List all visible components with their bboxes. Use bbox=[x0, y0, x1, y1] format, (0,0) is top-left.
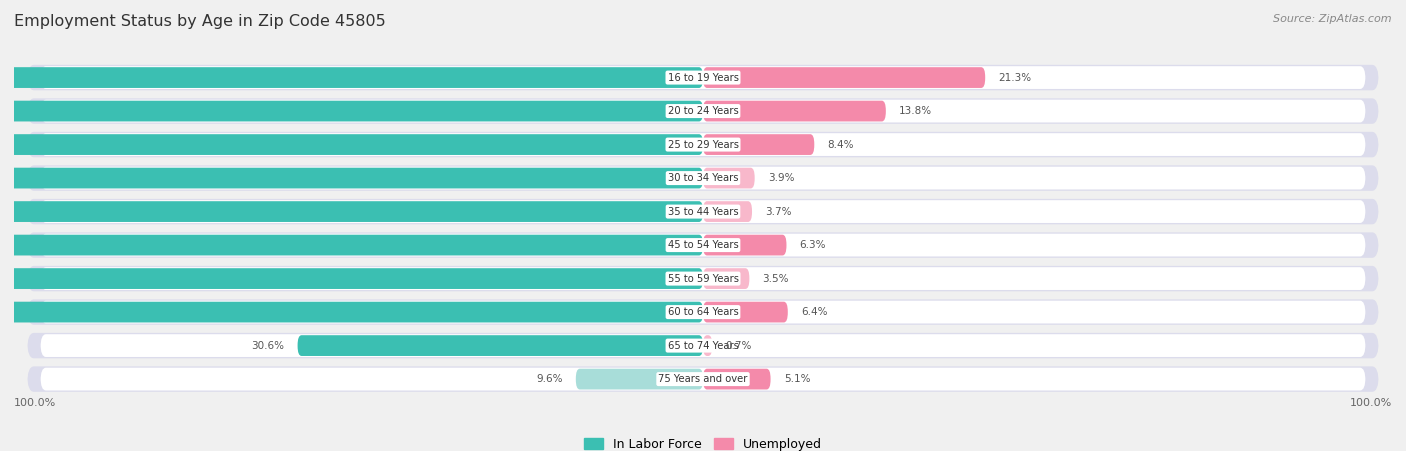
FancyBboxPatch shape bbox=[703, 134, 814, 155]
FancyBboxPatch shape bbox=[0, 201, 703, 222]
FancyBboxPatch shape bbox=[703, 168, 755, 189]
Text: 60 to 64 Years: 60 to 64 Years bbox=[668, 307, 738, 317]
Text: 25 to 29 Years: 25 to 29 Years bbox=[668, 139, 738, 150]
FancyBboxPatch shape bbox=[27, 98, 1379, 124]
FancyBboxPatch shape bbox=[0, 168, 703, 189]
FancyBboxPatch shape bbox=[0, 67, 703, 88]
Text: 3.7%: 3.7% bbox=[765, 207, 792, 216]
FancyBboxPatch shape bbox=[41, 368, 1365, 391]
FancyBboxPatch shape bbox=[41, 301, 1365, 323]
FancyBboxPatch shape bbox=[703, 101, 886, 121]
Text: 100.0%: 100.0% bbox=[1350, 398, 1392, 408]
FancyBboxPatch shape bbox=[27, 266, 1379, 291]
Text: 3.5%: 3.5% bbox=[762, 274, 789, 284]
Text: 30.6%: 30.6% bbox=[252, 341, 284, 350]
Text: 5.1%: 5.1% bbox=[783, 374, 810, 384]
FancyBboxPatch shape bbox=[41, 334, 1365, 357]
Text: 6.4%: 6.4% bbox=[801, 307, 828, 317]
Text: 35 to 44 Years: 35 to 44 Years bbox=[668, 207, 738, 216]
FancyBboxPatch shape bbox=[703, 201, 752, 222]
FancyBboxPatch shape bbox=[703, 67, 986, 88]
FancyBboxPatch shape bbox=[576, 369, 703, 390]
FancyBboxPatch shape bbox=[0, 235, 703, 255]
FancyBboxPatch shape bbox=[27, 166, 1379, 191]
FancyBboxPatch shape bbox=[27, 132, 1379, 157]
Text: 8.4%: 8.4% bbox=[828, 139, 853, 150]
Text: 55 to 59 Years: 55 to 59 Years bbox=[668, 274, 738, 284]
Text: 6.3%: 6.3% bbox=[800, 240, 827, 250]
FancyBboxPatch shape bbox=[703, 268, 749, 289]
FancyBboxPatch shape bbox=[27, 333, 1379, 359]
FancyBboxPatch shape bbox=[41, 133, 1365, 156]
FancyBboxPatch shape bbox=[27, 199, 1379, 224]
Text: 16 to 19 Years: 16 to 19 Years bbox=[668, 73, 738, 83]
Text: 20 to 24 Years: 20 to 24 Years bbox=[668, 106, 738, 116]
FancyBboxPatch shape bbox=[0, 134, 703, 155]
FancyBboxPatch shape bbox=[27, 299, 1379, 325]
Text: 9.6%: 9.6% bbox=[536, 374, 562, 384]
FancyBboxPatch shape bbox=[703, 335, 713, 356]
Text: 45 to 54 Years: 45 to 54 Years bbox=[668, 240, 738, 250]
FancyBboxPatch shape bbox=[0, 302, 703, 322]
FancyBboxPatch shape bbox=[41, 66, 1365, 89]
Legend: In Labor Force, Unemployed: In Labor Force, Unemployed bbox=[579, 433, 827, 451]
Text: 13.8%: 13.8% bbox=[898, 106, 932, 116]
Text: 100.0%: 100.0% bbox=[14, 398, 56, 408]
FancyBboxPatch shape bbox=[41, 167, 1365, 189]
Text: 21.3%: 21.3% bbox=[998, 73, 1032, 83]
FancyBboxPatch shape bbox=[0, 101, 703, 121]
FancyBboxPatch shape bbox=[0, 268, 703, 289]
FancyBboxPatch shape bbox=[41, 234, 1365, 257]
FancyBboxPatch shape bbox=[41, 100, 1365, 123]
Text: 0.7%: 0.7% bbox=[725, 341, 752, 350]
FancyBboxPatch shape bbox=[27, 232, 1379, 258]
FancyBboxPatch shape bbox=[41, 267, 1365, 290]
Text: Source: ZipAtlas.com: Source: ZipAtlas.com bbox=[1274, 14, 1392, 23]
FancyBboxPatch shape bbox=[41, 200, 1365, 223]
Text: Employment Status by Age in Zip Code 45805: Employment Status by Age in Zip Code 458… bbox=[14, 14, 385, 28]
Text: 30 to 34 Years: 30 to 34 Years bbox=[668, 173, 738, 183]
FancyBboxPatch shape bbox=[298, 335, 703, 356]
FancyBboxPatch shape bbox=[703, 302, 787, 322]
Text: 3.9%: 3.9% bbox=[768, 173, 794, 183]
FancyBboxPatch shape bbox=[27, 366, 1379, 392]
FancyBboxPatch shape bbox=[703, 369, 770, 390]
FancyBboxPatch shape bbox=[27, 65, 1379, 90]
FancyBboxPatch shape bbox=[703, 235, 786, 255]
Text: 75 Years and over: 75 Years and over bbox=[658, 374, 748, 384]
Text: 65 to 74 Years: 65 to 74 Years bbox=[668, 341, 738, 350]
